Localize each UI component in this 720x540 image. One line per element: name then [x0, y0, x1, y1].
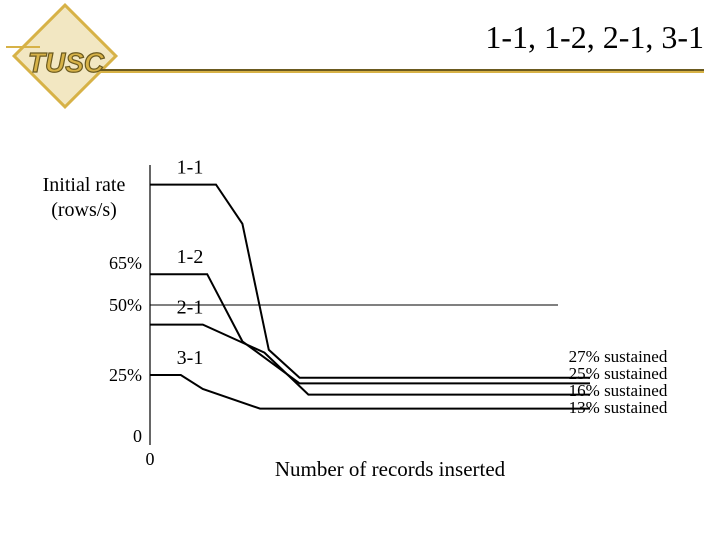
- y-tick-label: 25%: [109, 365, 142, 385]
- sustained-label: 27% sustained: [569, 347, 668, 366]
- sustained-label: 25% sustained: [569, 364, 668, 383]
- sustained-label: 16% sustained: [569, 381, 668, 400]
- series-lines: [150, 183, 590, 410]
- series-label: 3-1: [177, 347, 204, 369]
- series-labels: 1-1 1-2 2-1 3-1: [177, 157, 204, 369]
- series-line-1-2: [150, 273, 590, 385]
- logo-text: TUSC: [28, 47, 105, 78]
- y-tick-label: 65%: [109, 253, 142, 273]
- series-label: 1-2: [177, 246, 204, 268]
- y-axis-label-line2: (rows/s): [51, 199, 117, 221]
- series-label: 1-1: [177, 157, 204, 179]
- series-line-1-1: [150, 183, 590, 379]
- y-origin-label: 0: [133, 426, 142, 446]
- y-tick-label: 50%: [109, 295, 142, 315]
- x-axis-label: Number of records inserted: [275, 457, 506, 481]
- series-label: 2-1: [177, 297, 204, 319]
- x-origin-label: 0: [146, 449, 155, 469]
- chart: Initial rate (rows/s) 0 0 Number of reco…: [43, 157, 668, 481]
- slide-title: 1-1, 1-2, 2-1, 3-1: [485, 19, 704, 55]
- tusc-logo: TUSC: [6, 2, 704, 110]
- y-axis-label-line1: Initial rate: [43, 174, 126, 196]
- series-line-3-1: [150, 374, 590, 410]
- series-line-2-1: [150, 323, 590, 396]
- sustained-label: 13% sustained: [569, 398, 668, 417]
- y-ticks: 65% 50% 25%: [109, 253, 142, 385]
- logo-diamond: [11, 2, 119, 110]
